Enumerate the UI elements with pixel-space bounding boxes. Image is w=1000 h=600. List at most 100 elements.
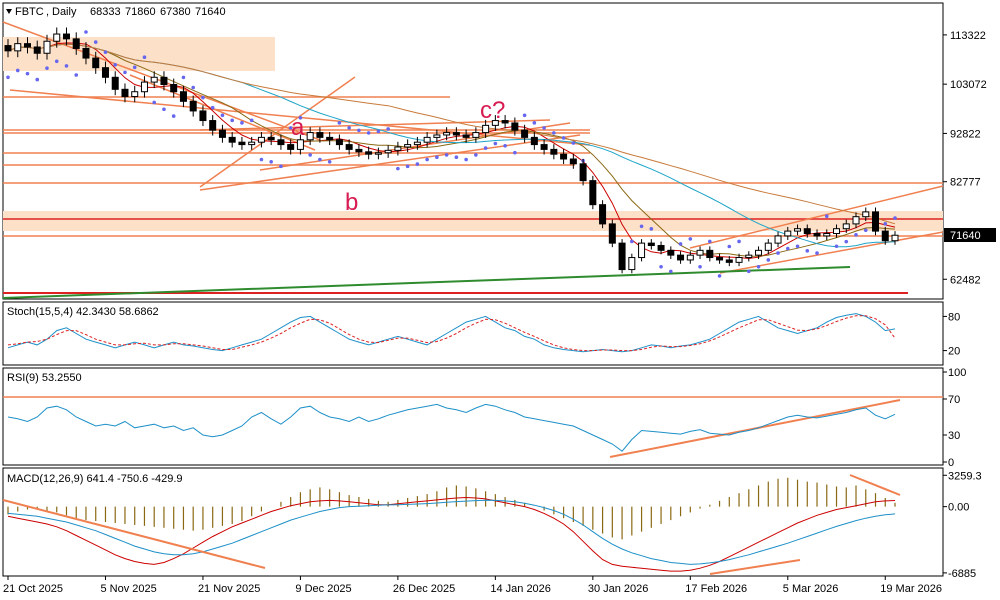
candle-body	[628, 257, 636, 271]
sar-dot	[279, 164, 283, 169]
collapse-arrow-icon[interactable]	[6, 9, 12, 14]
sar-dot	[727, 244, 732, 249]
date-tick-label: 17 Feb 2026	[685, 583, 747, 595]
sar-dot	[493, 141, 498, 146]
ohlc-high: 71860	[125, 6, 156, 18]
candle-body	[774, 235, 782, 244]
candle-body	[569, 158, 577, 165]
sar-dot	[327, 159, 332, 164]
sar-dot	[571, 141, 576, 145]
sar-dot	[54, 59, 59, 64]
sar-dot	[210, 105, 215, 110]
candle-body	[140, 81, 148, 93]
sar-dot	[308, 153, 312, 157]
sar-dot	[863, 228, 868, 233]
candle-body	[72, 38, 80, 49]
sar-dot	[464, 157, 468, 162]
date-tick-label: 5 Mar 2026	[783, 583, 839, 595]
sar-dot	[415, 162, 420, 166]
sar-dot	[795, 244, 800, 249]
candle-body	[706, 249, 714, 259]
sar-dot	[756, 264, 761, 269]
price-axis: 113322 103072 92822 82777 62482	[943, 30, 987, 286]
axis-tick-label: 0.00	[948, 502, 969, 514]
date-tick-label: 5 Nov 2025	[100, 583, 156, 595]
candle-body	[833, 228, 841, 235]
sar-dot	[201, 95, 205, 100]
candle-body	[82, 47, 90, 59]
candle-body	[696, 249, 704, 256]
candle-body	[823, 233, 831, 237]
sar-dot	[93, 40, 98, 44]
sar-dot	[454, 155, 459, 160]
sar-dot	[396, 166, 400, 171]
axis-tick-label: -6885	[948, 568, 976, 580]
date-tick-label: 9 Dec 2025	[295, 583, 351, 595]
candle-body	[131, 91, 139, 98]
sar-dot	[824, 214, 829, 219]
sar-dot	[318, 157, 322, 162]
candle-body	[179, 91, 187, 102]
sar-dot	[337, 121, 342, 125]
candle-body	[462, 134, 470, 138]
sar-dot	[444, 153, 449, 157]
candle-body	[725, 259, 733, 263]
candle-body	[852, 216, 860, 225]
candle-body	[530, 136, 538, 146]
candle-body	[891, 234, 899, 242]
candle-body	[764, 242, 772, 251]
price-tick-label: 103072	[950, 79, 987, 91]
candle-body	[287, 144, 295, 150]
candle-body	[550, 148, 558, 155]
candle-body	[62, 33, 70, 40]
last-price-box	[944, 228, 996, 242]
sar-dot	[883, 221, 888, 226]
candle-body	[716, 257, 724, 261]
sar-dot	[181, 75, 186, 80]
rsi-panel-frame	[2, 367, 944, 466]
sar-dot	[737, 239, 741, 244]
stoch-title: Stoch(15,5,4) 42.3430 58.6862	[7, 306, 159, 318]
sar-dot	[542, 126, 546, 130]
sar-dot	[552, 131, 556, 135]
sar-dot	[717, 274, 722, 278]
sar-dot	[288, 126, 293, 130]
sar-dot	[230, 118, 234, 123]
sar-dot	[269, 159, 273, 164]
candle-body	[735, 257, 743, 263]
sar-dot	[532, 121, 537, 125]
candle-body	[394, 146, 402, 151]
candle-body	[813, 233, 821, 237]
sar-dot	[425, 157, 429, 162]
candle-body	[794, 228, 802, 232]
candle-body	[384, 149, 392, 154]
sar-dot	[522, 113, 527, 118]
date-tick-label: 30 Jan 2026	[588, 583, 649, 595]
sar-dot	[561, 136, 566, 140]
candle-body	[355, 148, 363, 153]
sar-dot	[474, 153, 478, 157]
candle-body	[228, 136, 236, 143]
last-price-label: 71640	[950, 230, 981, 242]
candle-body	[121, 88, 129, 98]
candle-body	[365, 151, 373, 155]
candle-body	[755, 249, 763, 256]
svg-text:,: ,	[46, 6, 49, 18]
sar-dot	[503, 143, 507, 148]
candle-body	[618, 242, 626, 271]
price-panel-frame	[2, 2, 944, 300]
sar-dot	[805, 249, 810, 253]
sar-dot	[785, 246, 790, 251]
macd-signal-line	[7, 499, 896, 565]
sar-dot	[123, 70, 127, 75]
sar-dot	[405, 164, 410, 169]
annotation-b: b	[345, 189, 358, 216]
candle-body	[443, 132, 451, 136]
sar-dot	[220, 113, 225, 118]
sar-dot	[113, 62, 118, 67]
axis-tick-label: 20	[948, 346, 960, 358]
price-levels	[3, 96, 943, 294]
sar-dot	[240, 121, 244, 125]
macd-line	[7, 496, 896, 572]
